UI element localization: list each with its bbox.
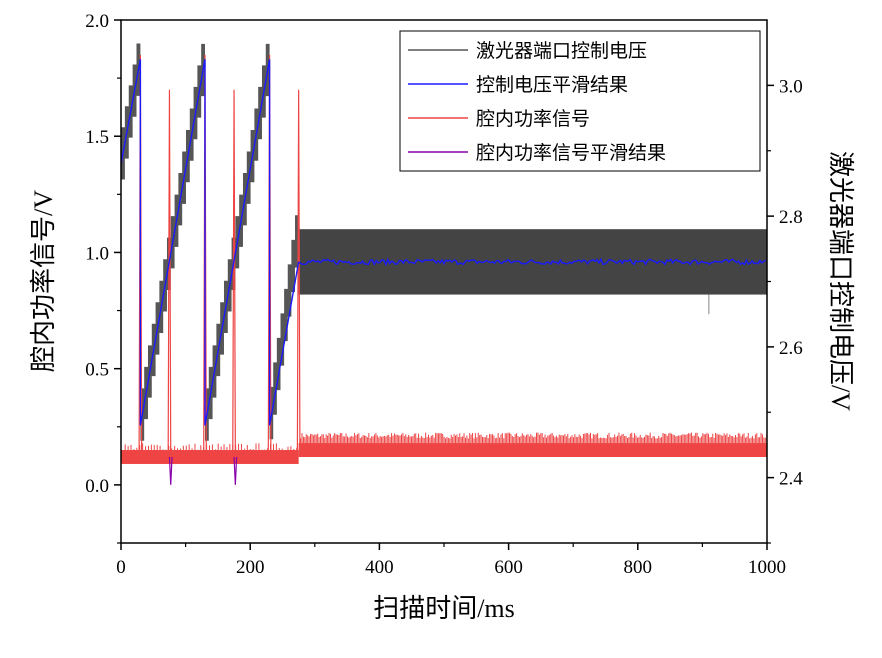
y-right-tick-label: 3.0 [779, 76, 803, 97]
legend-label-2: 控制电压平滑结果 [476, 74, 628, 96]
x-axis-title: 扫描时间/ms [373, 594, 515, 623]
y-left-tick-label: 0.5 [85, 360, 109, 381]
plot-data-layer [121, 43, 767, 485]
y-right-tick-label: 2.4 [779, 469, 803, 490]
x-tick-label-0: 0 [116, 557, 126, 578]
y-left-tick-label: 1.5 [85, 127, 109, 148]
y-axis-title-right: 激光器端口控制电压/V [826, 151, 855, 411]
control-voltage-smoothed-line [121, 59, 766, 426]
power-signal-peak-1 [138, 54, 143, 457]
power-smoothed-dips [168, 456, 238, 485]
y-right-tick-label: 2.8 [779, 207, 803, 228]
power-signal-locked-band [298, 443, 767, 457]
x-tick-label-1000: 1000 [748, 557, 786, 578]
x-tick-label-800: 800 [624, 557, 653, 578]
power-signal-peak-4 [232, 89, 236, 457]
power-signal-noise [121, 432, 767, 451]
legend-label-4: 腔内功率信号平滑结果 [476, 142, 666, 164]
power-signal-peak-2 [167, 89, 172, 457]
y-right-tick-label: 2.6 [779, 338, 803, 359]
power-signal-baseline [121, 450, 299, 464]
power-smoothed-dip-1 [168, 456, 173, 485]
legend-label-1: 激光器端口控制电压 [476, 40, 647, 62]
y-left-tick-label: 0.0 [85, 476, 109, 497]
power-signal-peak-6 [296, 89, 301, 457]
power-signal-peaks [138, 54, 301, 457]
x-tick-label-200: 200 [236, 557, 265, 578]
x-tick-label-600: 600 [494, 557, 523, 578]
power-smoothed-dip-2 [233, 456, 238, 485]
x-tick-label-400: 400 [365, 557, 394, 578]
control-voltage-sweep-4 [269, 215, 299, 440]
power-signal-peak-5 [267, 54, 272, 457]
legend-box [399, 30, 761, 172]
legend-label-3: 腔内功率信号 [476, 108, 590, 130]
y-axis-title-left: 腔内功率信号/V [29, 190, 58, 372]
y-left-tick-label: 2.0 [85, 11, 109, 32]
y-left-tick-label: 1.0 [85, 243, 109, 264]
axes-layer: 0 200 400 600 800 1000 0.0 0.5 1.0 1.5 2.0 2.4 2.6 2.… [85, 11, 803, 578]
power-signal-peak-3 [203, 54, 207, 457]
